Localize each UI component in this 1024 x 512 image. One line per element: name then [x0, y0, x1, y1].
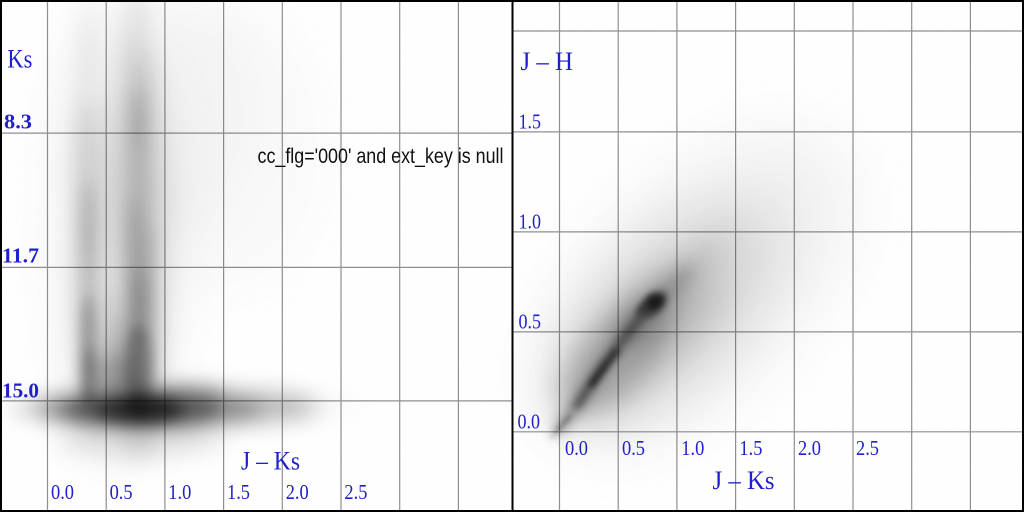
svg-text:0.0: 0.0	[565, 436, 588, 460]
svg-text:1.5: 1.5	[519, 110, 542, 134]
svg-text:cc_flg='000' and ext_key is nu: cc_flg='000' and ext_key is null	[258, 145, 504, 168]
svg-text:1.0: 1.0	[519, 210, 542, 234]
svg-text:11.7: 11.7	[2, 244, 39, 268]
svg-text:Ks: Ks	[7, 45, 32, 74]
svg-text:1.5: 1.5	[227, 480, 250, 504]
svg-text:0.0: 0.0	[518, 410, 541, 434]
svg-text:2.5: 2.5	[856, 436, 879, 460]
svg-text:15.0: 15.0	[2, 379, 39, 403]
svg-text:1.0: 1.0	[168, 480, 191, 504]
svg-text:2.0: 2.0	[286, 480, 309, 504]
svg-text:8.3: 8.3	[4, 110, 32, 134]
svg-text:2.0: 2.0	[798, 436, 821, 460]
svg-text:1.5: 1.5	[739, 436, 762, 460]
svg-text:0.0: 0.0	[51, 480, 74, 504]
svg-text:J – Ks: J – Ks	[713, 466, 775, 495]
svg-text:0.5: 0.5	[622, 436, 645, 460]
svg-text:0.5: 0.5	[110, 480, 133, 504]
svg-text:J – H: J – H	[521, 47, 574, 76]
svg-text:J – Ks: J – Ks	[241, 447, 300, 476]
svg-text:0.5: 0.5	[519, 310, 542, 334]
svg-text:1.0: 1.0	[681, 436, 704, 460]
svg-text:2.5: 2.5	[344, 480, 367, 504]
